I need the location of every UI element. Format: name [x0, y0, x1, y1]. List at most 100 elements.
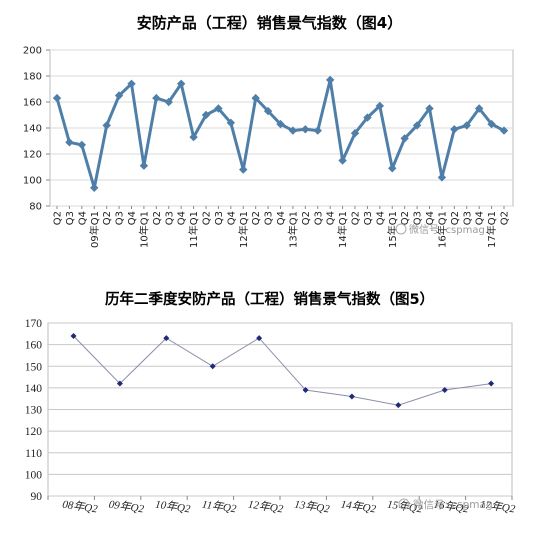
- chart1-watermark: 微信号: cspmag: [409, 223, 485, 236]
- chart2-xtick-label: 14年Q2: [340, 498, 377, 516]
- chart2-data-point: [116, 380, 123, 387]
- chart1-data-point: [226, 118, 236, 127]
- chart1-data-point: [313, 126, 322, 135]
- chart1-data-point: [114, 91, 124, 100]
- chart1-data-point: [462, 121, 471, 130]
- chart2-watermark-icon: [398, 498, 410, 510]
- chart1-xtick-label: 17年Q1: [485, 211, 498, 248]
- chart1-xtick-label: 11年Q1: [187, 211, 200, 248]
- chart1-xtick-label: 12年Q1: [237, 211, 250, 248]
- chart1-data-point: [139, 161, 149, 170]
- chart2-ytick-label: 120: [25, 426, 43, 438]
- chart2-ytick-label: 140: [25, 383, 43, 395]
- chart1-xtick-label: Q2: [500, 211, 511, 225]
- chart1-data-point: [412, 121, 422, 130]
- chart2-xtick-label: 16年Q2: [433, 498, 470, 516]
- chart1-xtick-label: Q2: [351, 211, 362, 225]
- chart2-data-point: [348, 393, 355, 400]
- chart1-data-point: [239, 165, 248, 174]
- chart1-ytick-label: 120: [23, 150, 42, 161]
- chart1-data-point: [487, 119, 496, 129]
- chart2-xtick-label: 09年Q2: [108, 498, 145, 516]
- chart1-xtick-label: 09年Q1: [88, 211, 101, 248]
- chart1-ytick-label: 140: [23, 124, 42, 135]
- chart1-xtick-label: Q4: [475, 211, 486, 225]
- chart1-ytick-label: 200: [23, 46, 42, 57]
- chart2-data-point: [488, 380, 495, 387]
- chart1-data-point: [425, 104, 434, 113]
- chart1-xtick-label: Q4: [127, 211, 138, 225]
- chart1-xtick-label: 13年Q1: [286, 211, 299, 248]
- chart1-data-point: [499, 126, 509, 135]
- chart1-xtick-label: Q4: [326, 211, 337, 225]
- chart1-xtick-label: Q4: [276, 211, 287, 225]
- chart1-data-point: [363, 113, 372, 122]
- chart1-data-point: [325, 75, 335, 85]
- chart2-xtick-label: 13年Q2: [294, 498, 331, 516]
- chart1-xtick-label: Q2: [53, 211, 64, 225]
- chart2-xtick-label: 15年Q2: [386, 498, 423, 516]
- chart1-xtick-label: Q3: [164, 211, 175, 225]
- chart1-data-point: [251, 93, 260, 103]
- chart1-data-point: [474, 104, 484, 113]
- chart1-xtick-label: 10年Q1: [137, 211, 150, 248]
- chart1-data-point: [375, 101, 385, 111]
- chart2-data-point: [302, 387, 309, 394]
- chart1-data-point: [350, 129, 360, 138]
- chart2-xtick-label: 17年Q2: [479, 498, 516, 516]
- chart2-series-line: [73, 335, 492, 406]
- chart1-data-point: [388, 164, 397, 173]
- chart1-data-point: [288, 126, 298, 135]
- chart1-xtick-label: Q2: [202, 211, 213, 225]
- chart2-xtick-label: 12年Q2: [247, 498, 284, 516]
- chart1-data-point: [400, 134, 409, 143]
- chart1-xtick-label: Q3: [313, 211, 324, 225]
- chart1-ytick-label: 80: [29, 202, 42, 213]
- chart1-data-point: [338, 156, 347, 165]
- chart1-watermark-icon: [395, 223, 407, 235]
- chart1-data-point: [301, 125, 310, 134]
- chart2-ytick-label: 100: [25, 469, 43, 481]
- chart1-title: 安防产品（工程）销售景气指数（图4）: [136, 14, 403, 32]
- chart1-ytick-label: 160: [23, 98, 42, 109]
- chart1-data-point: [102, 121, 111, 130]
- chart1-xtick-label: Q3: [363, 211, 374, 225]
- chart1-data-point: [214, 104, 223, 113]
- chart1-xtick-label: Q2: [450, 211, 461, 225]
- chart2-ytick-label: 150: [25, 361, 43, 373]
- chart2-ytick-label: 160: [25, 340, 43, 352]
- chart1-xtick-label: Q3: [214, 211, 225, 225]
- chart1-data-point: [52, 93, 62, 103]
- chart1-data-point: [437, 173, 447, 182]
- chart1-ytick-label: 180: [23, 72, 42, 83]
- chart2-xtick-label: 08年Q2: [62, 498, 99, 516]
- chart2-data-point: [70, 332, 77, 339]
- chart2-title: 历年二季度安防产品（工程）销售景气指数（图5）: [104, 292, 435, 308]
- chart1-xtick-label: Q2: [251, 211, 262, 225]
- chart1-xtick-label: Q3: [115, 211, 126, 225]
- chart2-data-point: [395, 402, 402, 409]
- chart2-ytick-label: 90: [31, 491, 43, 503]
- chart1-data-point: [152, 93, 161, 103]
- chart1-xtick-label: Q2: [400, 211, 411, 225]
- chart1-ytick-label: 100: [23, 176, 42, 187]
- chart1-xtick-label: Q4: [77, 211, 88, 225]
- chart2-data-point: [209, 363, 216, 370]
- chart1-xtick-label: Q4: [177, 211, 188, 225]
- chart1-xtick-label: Q2: [301, 211, 312, 225]
- chart1-data-point: [164, 97, 173, 107]
- chart1-xtick-label: 14年Q1: [336, 211, 349, 248]
- chart2-ytick-label: 110: [25, 448, 42, 460]
- chart1-xtick-label: Q4: [425, 211, 436, 225]
- chart1-data-point: [127, 79, 136, 88]
- chart1-xtick-label: Q2: [152, 211, 163, 225]
- chart1-data-point: [450, 125, 459, 134]
- chart1-data-point: [77, 140, 87, 150]
- chart2-data-point: [441, 387, 448, 394]
- chart1-data-point: [90, 183, 99, 192]
- chart1-xtick-label: 16年Q1: [435, 211, 448, 248]
- chart1-data-point: [201, 110, 211, 120]
